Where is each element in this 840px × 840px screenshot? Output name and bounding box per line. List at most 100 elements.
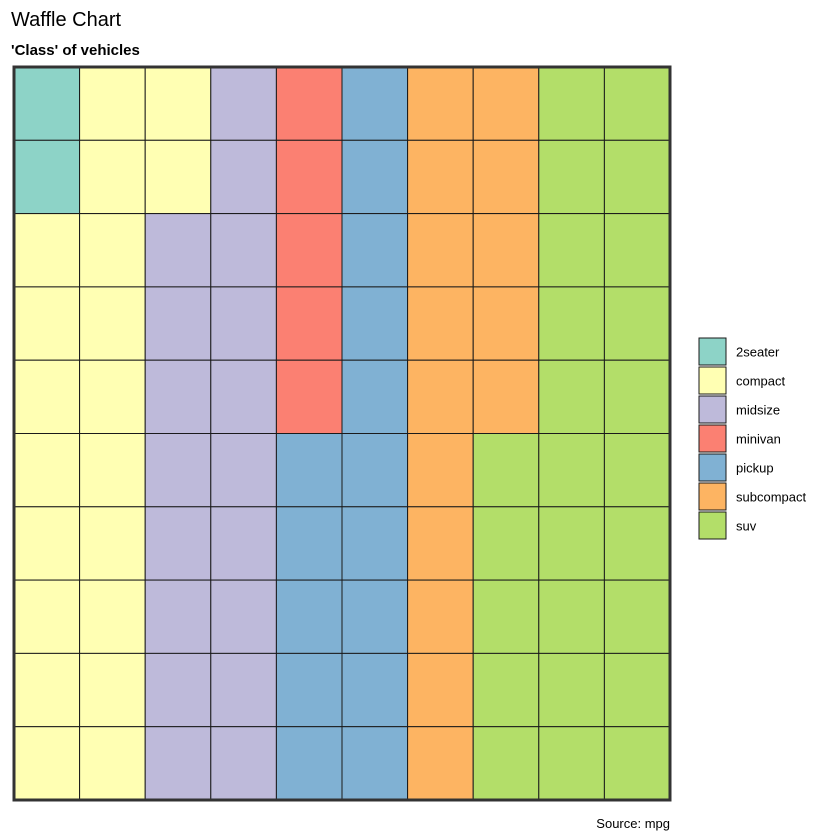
waffle-cell-subcompact xyxy=(472,139,540,215)
waffle-cell-subcompact xyxy=(407,726,474,801)
waffle-cell-midsize xyxy=(210,506,277,581)
legend-swatch-midsize xyxy=(698,395,727,424)
legend-swatch-compact xyxy=(698,366,727,395)
legend-swatch-minivan xyxy=(698,424,727,453)
waffle-cell-minivan xyxy=(275,66,343,141)
waffle-cell-pickup xyxy=(341,506,409,581)
waffle-cell-pickup xyxy=(341,433,409,508)
waffle-cell-suv xyxy=(603,579,671,654)
waffle-cell-pickup xyxy=(341,213,409,288)
waffle-cell-suv xyxy=(538,286,605,361)
legend-label-suv: suv xyxy=(736,519,757,534)
legend-label-2seater: 2seater xyxy=(736,345,780,360)
waffle-cell-suv xyxy=(603,359,671,435)
waffle-cell-midsize xyxy=(144,506,212,581)
waffle-cell-compact xyxy=(79,726,146,801)
legend-swatch-suv xyxy=(698,511,727,540)
waffle-cell-compact xyxy=(79,433,146,508)
waffle-cell-compact xyxy=(13,726,81,801)
waffle-cell-compact xyxy=(79,66,146,141)
waffle-cell-minivan xyxy=(275,359,343,435)
waffle-cell-midsize xyxy=(144,579,212,654)
waffle-cell-subcompact xyxy=(472,213,540,288)
waffle-cell-midsize xyxy=(144,433,212,508)
waffle-cell-subcompact xyxy=(407,139,474,215)
waffle-cell-midsize xyxy=(210,433,277,508)
waffle-cell-pickup xyxy=(275,652,343,728)
waffle-cell-suv xyxy=(538,726,605,801)
waffle-cell-2seater xyxy=(13,66,81,141)
legend-item-compact: compact xyxy=(698,366,786,395)
legend-label-subcompact: subcompact xyxy=(736,490,806,505)
waffle-cell-midsize xyxy=(144,286,212,361)
waffle-cell-compact xyxy=(13,506,81,581)
legend-swatch-2seater xyxy=(698,337,727,366)
legend-label-midsize: midsize xyxy=(736,403,780,418)
waffle-cell-midsize xyxy=(144,652,212,728)
waffle-cell-compact xyxy=(13,579,81,654)
waffle-cell-pickup xyxy=(341,66,409,141)
waffle-cell-compact xyxy=(79,579,146,654)
waffle-cell-compact xyxy=(79,506,146,581)
waffle-cell-compact xyxy=(79,213,146,288)
waffle-cell-suv xyxy=(603,286,671,361)
waffle-cell-suv xyxy=(538,213,605,288)
plot-border xyxy=(12,65,672,802)
waffle-cell-pickup xyxy=(341,286,409,361)
legend-item-minivan: minivan xyxy=(698,424,781,453)
waffle-cell-pickup xyxy=(341,652,409,728)
waffle-cell-pickup xyxy=(341,359,409,435)
waffle-cell-pickup xyxy=(341,579,409,654)
waffle-cell-midsize xyxy=(144,726,212,801)
waffle-cell-suv xyxy=(472,433,540,508)
waffle-cell-midsize xyxy=(210,652,277,728)
waffle-cell-midsize xyxy=(210,213,277,288)
waffle-grid xyxy=(13,66,671,801)
waffle-cell-compact xyxy=(79,652,146,728)
waffle-cell-suv xyxy=(472,652,540,728)
waffle-cell-subcompact xyxy=(407,286,474,361)
waffle-cell-pickup xyxy=(275,506,343,581)
waffle-cell-minivan xyxy=(275,286,343,361)
waffle-cell-compact xyxy=(144,139,212,215)
waffle-cell-compact xyxy=(13,433,81,508)
waffle-cell-suv xyxy=(538,652,605,728)
waffle-cell-subcompact xyxy=(407,506,474,581)
legend-swatch-subcompact xyxy=(698,482,727,511)
waffle-cell-midsize xyxy=(144,213,212,288)
waffle-cell-subcompact xyxy=(407,579,474,654)
waffle-cell-minivan xyxy=(275,139,343,215)
waffle-cell-compact xyxy=(13,652,81,728)
waffle-cell-suv xyxy=(603,66,671,141)
waffle-cell-suv xyxy=(538,359,605,435)
waffle-cell-midsize xyxy=(210,66,277,141)
waffle-cell-suv xyxy=(538,506,605,581)
legend-swatch-pickup xyxy=(698,453,727,482)
waffle-cell-suv xyxy=(472,579,540,654)
waffle-cell-compact xyxy=(13,213,81,288)
waffle-cell-midsize xyxy=(210,139,277,215)
legend-label-pickup: pickup xyxy=(736,461,774,476)
waffle-cell-subcompact xyxy=(407,433,474,508)
waffle-cell-suv xyxy=(603,506,671,581)
waffle-cell-suv xyxy=(603,652,671,728)
legend-item-suv: suv xyxy=(698,511,757,540)
waffle-cell-midsize xyxy=(210,359,277,435)
waffle-cell-subcompact xyxy=(407,213,474,288)
chart-caption: Source: mpg xyxy=(596,816,670,831)
legend-item-pickup: pickup xyxy=(698,453,774,482)
waffle-cell-suv xyxy=(603,213,671,288)
waffle-cell-pickup xyxy=(275,726,343,801)
waffle-cell-suv xyxy=(472,726,540,801)
waffle-cell-compact xyxy=(13,359,81,435)
waffle-cell-suv xyxy=(603,139,671,215)
waffle-cell-suv xyxy=(538,433,605,508)
waffle-cell-compact xyxy=(79,139,146,215)
waffle-cell-minivan xyxy=(275,213,343,288)
waffle-cell-midsize xyxy=(210,286,277,361)
waffle-cell-subcompact xyxy=(472,66,540,141)
waffle-cell-suv xyxy=(472,506,540,581)
waffle-cell-subcompact xyxy=(472,359,540,435)
